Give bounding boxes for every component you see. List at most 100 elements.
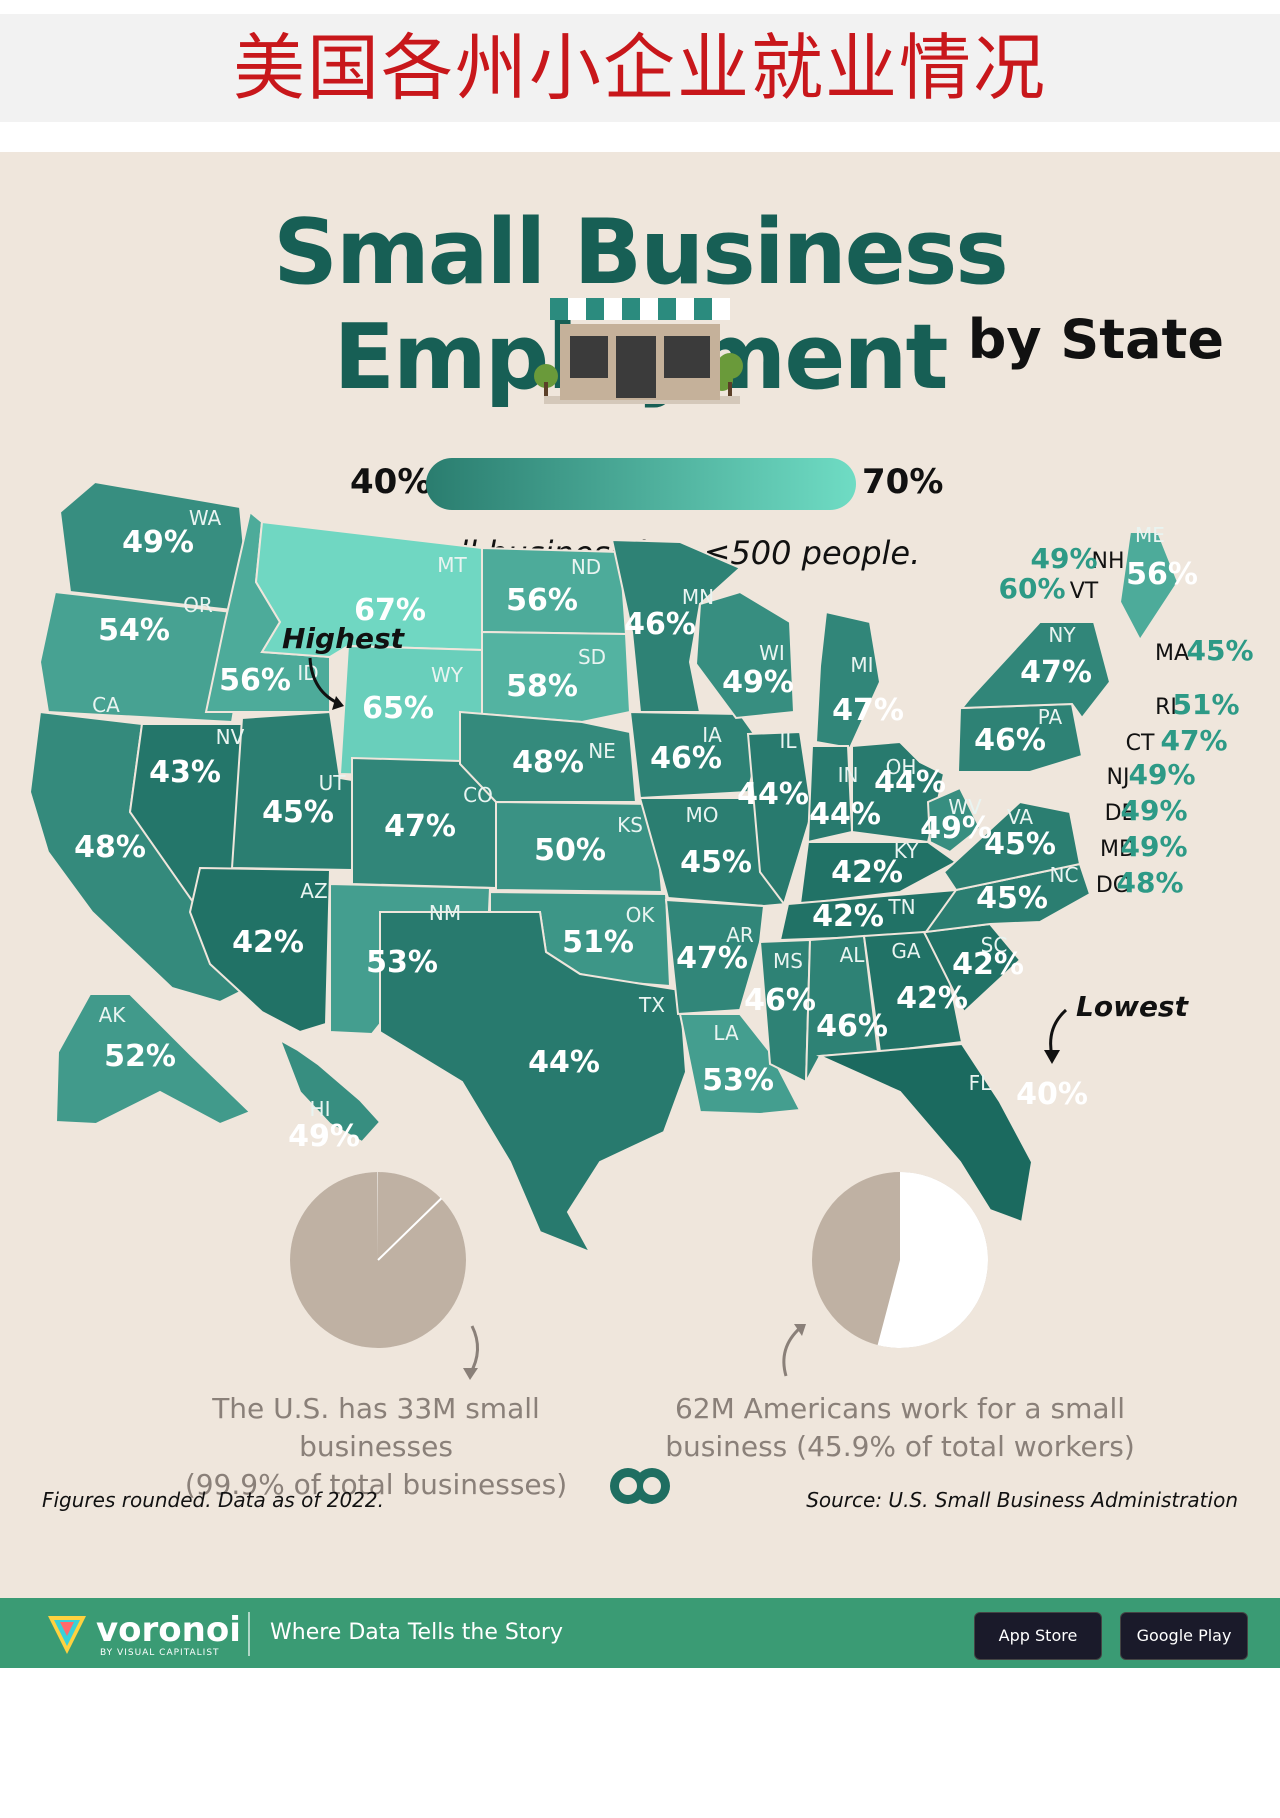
state-hi — [278, 1037, 382, 1144]
state-sd — [481, 630, 632, 724]
pie2-slice — [877, 1172, 988, 1348]
state-value-ak: 52% — [104, 1039, 176, 1074]
state-value-or: 54% — [98, 613, 170, 648]
state-value-wi: 49% — [722, 665, 794, 700]
state-value-sd: 58% — [506, 669, 578, 704]
state-wi — [694, 590, 796, 720]
state-value-va: 45% — [984, 827, 1056, 862]
side-value-vt: 60% — [998, 572, 1065, 605]
voronoi-logo-icon — [48, 1616, 86, 1654]
state-shapes — [28, 480, 1180, 1254]
side-code-md: MD — [1100, 837, 1136, 862]
state-code-ks: KS — [617, 813, 643, 837]
legend-gradient-bar — [426, 458, 856, 510]
state-code-me: ME — [1135, 523, 1165, 547]
side-code-dc: DC — [1096, 873, 1128, 898]
state-la — [678, 1013, 802, 1116]
side-value-de: 49% — [1120, 794, 1187, 827]
brand-name[interactable]: voronoi — [96, 1610, 241, 1650]
state-ak — [54, 993, 252, 1126]
state-ks — [495, 800, 664, 894]
state-value-nv: 43% — [149, 755, 221, 790]
state-value-al: 46% — [816, 1009, 888, 1044]
state-ga — [862, 930, 964, 1054]
banner-title: 美国各州小企业就业情况 — [232, 26, 1047, 110]
state-texts: WA49%OR54%CA48%ID56%NV43%MT67%WY65%UT45%… — [74, 506, 1198, 1154]
pie1-caption: The U.S. has 33M small businesses (99.9%… — [136, 1390, 616, 1504]
legend-max-label: 70% — [862, 462, 944, 502]
state-code-nd: ND — [571, 555, 601, 579]
state-value-tx: 44% — [528, 1045, 600, 1080]
side-code-ct: CT — [1126, 731, 1155, 756]
pie2-arrow — [782, 1326, 802, 1377]
state-value-mt: 67% — [354, 593, 426, 628]
state-value-me: 56% — [1126, 557, 1198, 592]
side-code-de: DE — [1105, 801, 1136, 826]
state-code-ms: MS — [773, 949, 803, 973]
footer-divider — [248, 1612, 250, 1656]
state-code-oh: OH — [886, 755, 917, 779]
state-code-ok: OK — [626, 903, 656, 927]
state-value-wv: 49% — [920, 811, 992, 846]
infographic-poster: Small Business Employment by State 40% 7… — [0, 152, 1280, 1750]
state-code-mi: MI — [850, 653, 873, 677]
state-value-ia: 46% — [650, 741, 722, 776]
state-code-va: VA — [1007, 805, 1033, 829]
pie1-caption-line2: (99.9% of total businesses) — [184, 1468, 568, 1501]
callout-lowest: Lowest — [1044, 990, 1190, 1064]
state-mn — [610, 538, 742, 713]
state-value-co: 47% — [384, 809, 456, 844]
state-va — [942, 800, 1082, 892]
state-code-sd: SD — [578, 645, 606, 669]
state-code-wv: WV — [948, 795, 982, 819]
state-value-ks: 50% — [534, 833, 606, 868]
state-code-az: AZ — [300, 879, 327, 903]
side-value-ct: 47% — [1160, 724, 1227, 757]
state-fl — [816, 1042, 1034, 1224]
state-value-wa: 49% — [122, 525, 194, 560]
pie-charts — [290, 1172, 988, 1349]
state-value-tn: 42% — [812, 899, 884, 934]
state-me — [1118, 531, 1180, 642]
callout-highest-label: Highest — [282, 622, 406, 655]
brand-subtitle: BY VISUAL CAPITALIST — [100, 1648, 220, 1658]
state-value-az: 42% — [232, 925, 304, 960]
state-code-or: OR — [183, 593, 213, 617]
pie1-slice-edge — [377, 1197, 443, 1261]
side-value-ma: 45% — [1186, 634, 1253, 667]
storefront-icon — [534, 298, 743, 404]
state-code-wa: WA — [189, 506, 222, 530]
state-il — [746, 730, 814, 907]
state-code-al: AL — [840, 943, 866, 967]
state-value-nd: 56% — [506, 583, 578, 618]
state-value-la: 53% — [702, 1063, 774, 1098]
state-value-id: 56% — [219, 663, 291, 698]
state-or — [38, 590, 252, 724]
state-value-hi: 49% — [288, 1119, 360, 1154]
footer-tagline: Where Data Tells the Story — [270, 1620, 563, 1645]
page-title: Small Business Employment — [273, 200, 1009, 410]
callout-lowest-arrow — [1049, 1008, 1068, 1057]
app-store-button[interactable]: App Store — [974, 1612, 1102, 1660]
side-code-vt: VT — [1070, 579, 1099, 604]
pie1-arrow — [468, 1325, 479, 1375]
state-code-co: CO — [463, 783, 493, 807]
google-play-button[interactable]: Google Play — [1120, 1612, 1248, 1660]
callout-lowest-arrowhead — [1044, 1050, 1060, 1064]
state-code-wi: WI — [759, 641, 785, 665]
legend-min-label: 40% — [350, 462, 432, 502]
state-code-la: LA — [713, 1021, 739, 1045]
pie2-arrowhead — [794, 1324, 806, 1336]
state-code-ar: AR — [726, 923, 754, 947]
state-value-il: 44% — [737, 777, 809, 812]
state-code-fl: FL — [969, 1071, 993, 1095]
side-value-dc: 48% — [1116, 866, 1183, 899]
pie2-caption-line1: 62M Americans work for a small — [674, 1392, 1126, 1425]
state-code-ne: NE — [588, 739, 616, 763]
state-tx — [379, 911, 688, 1254]
state-code-hi: HI — [310, 1097, 331, 1121]
state-code-il: IL — [779, 729, 797, 753]
state-ky — [798, 841, 958, 906]
state-code-mo: MO — [686, 803, 719, 827]
pie2-caption-line2: business (45.9% of total workers) — [665, 1430, 1135, 1463]
